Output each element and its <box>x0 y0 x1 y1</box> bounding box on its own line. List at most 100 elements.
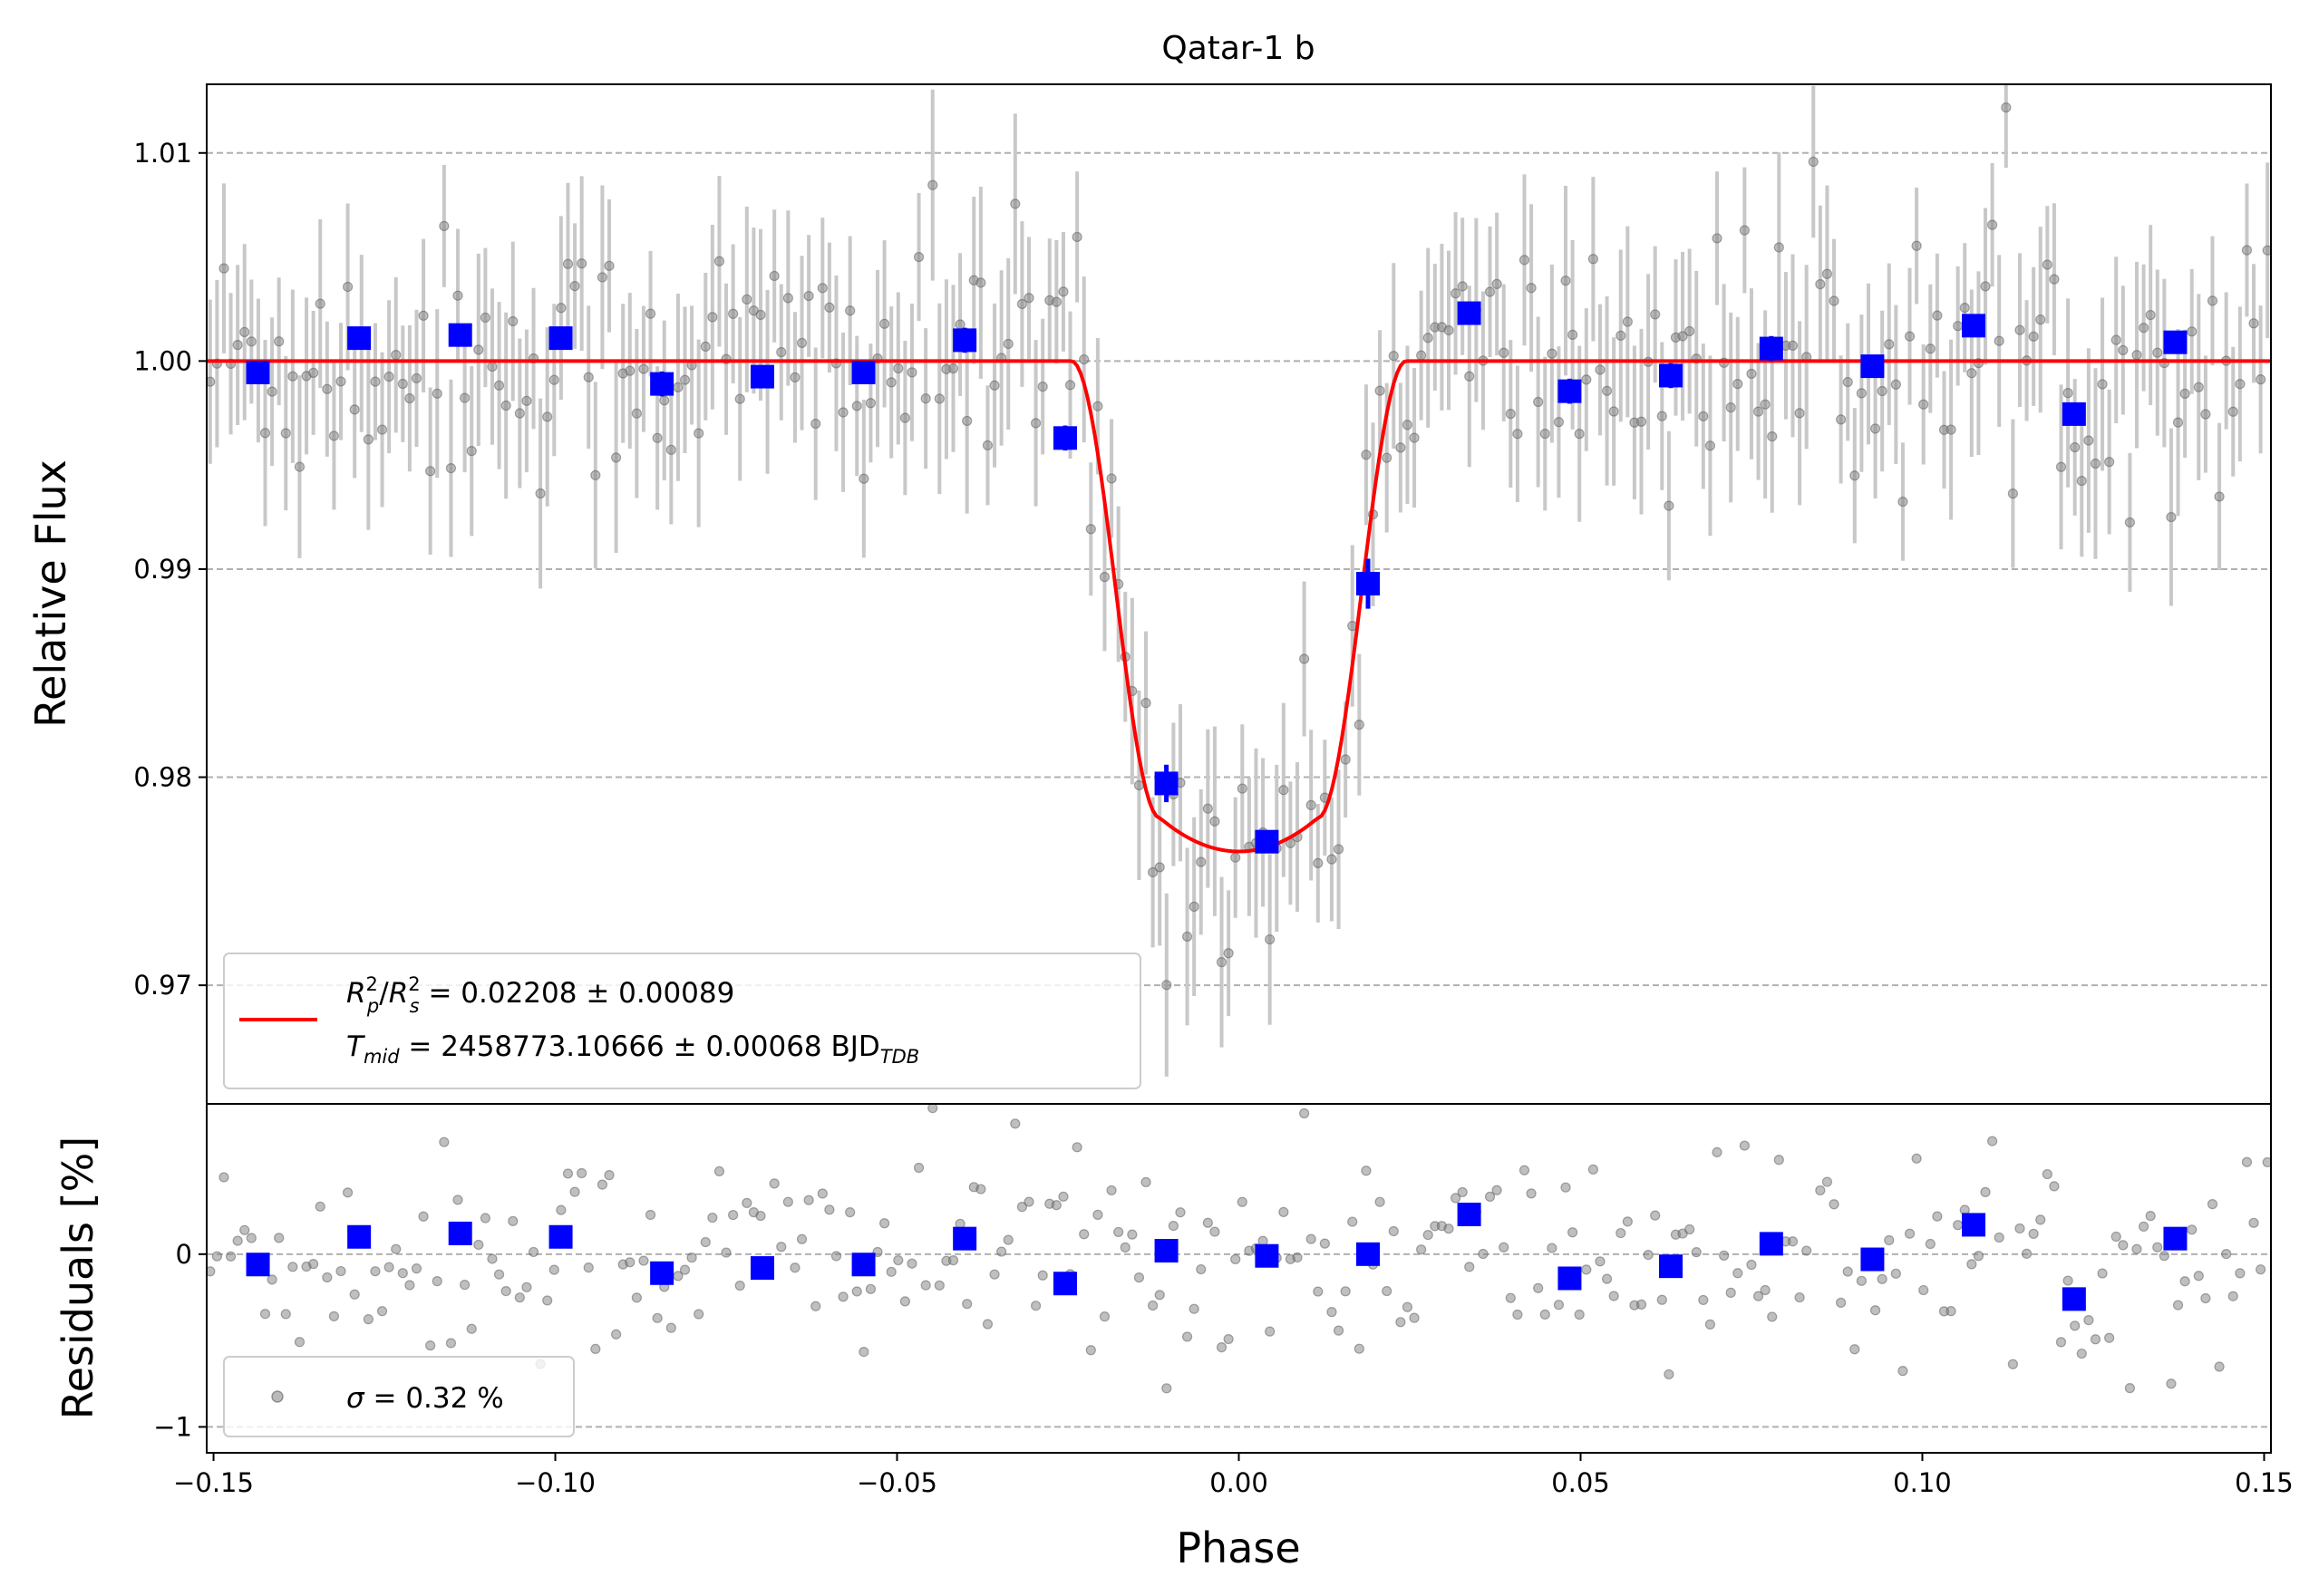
raw-residual-point <box>1340 1286 1351 1297</box>
raw-point <box>2200 409 2211 420</box>
raw-residual-point <box>782 1196 793 1207</box>
raw-residual-point <box>1539 1309 1550 1320</box>
raw-point <box>927 179 938 190</box>
raw-residual-point <box>1622 1216 1633 1227</box>
raw-residual-point <box>2159 1251 2169 1262</box>
raw-point <box>1581 374 1592 385</box>
raw-point <box>2179 388 2190 399</box>
raw-point <box>1656 411 1667 421</box>
raw-point <box>404 392 415 404</box>
raw-point <box>2035 314 2046 325</box>
raw-point <box>1595 364 1606 375</box>
raw-point <box>439 220 450 232</box>
raw-residual-point <box>611 1329 622 1340</box>
residual-y-tick-label: 0 <box>176 1239 192 1270</box>
raw-point <box>962 415 973 427</box>
raw-point <box>2049 274 2060 285</box>
raw-point <box>342 281 354 293</box>
raw-residual-point <box>742 1197 752 1208</box>
raw-residual-point <box>728 1209 739 1221</box>
main-y-tick-label: 1.00 <box>133 345 192 376</box>
raw-point <box>776 347 787 358</box>
raw-residual-point <box>1533 1282 1544 1293</box>
raw-residual-point <box>480 1213 490 1224</box>
raw-point <box>1677 331 1688 342</box>
raw-point <box>713 256 725 266</box>
raw-residual-point <box>577 1167 587 1179</box>
raw-residual-point <box>2241 1156 2253 1167</box>
raw-point <box>796 337 808 349</box>
raw-residual-point <box>239 1224 250 1235</box>
raw-point <box>308 367 319 379</box>
raw-point <box>1064 380 1076 391</box>
raw-residual-point <box>803 1195 814 1205</box>
raw-point <box>611 452 622 463</box>
raw-point <box>473 344 484 355</box>
raw-residual-point <box>1422 1229 1433 1241</box>
raw-residual-point <box>1966 1259 1977 1270</box>
raw-residual-point <box>2207 1199 2218 1210</box>
binned-point <box>1759 336 1783 361</box>
transit-model-line <box>207 359 2271 854</box>
binned-point <box>2062 401 2086 426</box>
raw-residual-point <box>383 1262 394 1272</box>
raw-point <box>879 318 890 329</box>
raw-point <box>1374 385 1385 396</box>
raw-residual-point <box>2070 1320 2081 1331</box>
binned-point <box>1962 314 1986 338</box>
raw-point <box>631 408 642 419</box>
raw-point <box>1024 293 1034 304</box>
raw-point <box>1202 803 1213 814</box>
raw-residual-point <box>493 1269 505 1280</box>
raw-residual-point <box>349 1289 360 1300</box>
raw-point <box>707 312 718 323</box>
raw-point <box>803 290 814 302</box>
raw-residual-point <box>1499 1242 1509 1253</box>
raw-residual-point <box>514 1292 525 1303</box>
raw-point <box>838 407 849 418</box>
raw-residual-point <box>1869 1305 1881 1316</box>
raw-residual-point <box>830 1251 842 1262</box>
raw-point <box>1787 340 1799 352</box>
binned-point <box>2163 330 2188 354</box>
raw-residual-point <box>1842 1266 1853 1277</box>
raw-point <box>782 293 793 304</box>
raw-point <box>1161 980 1172 991</box>
raw-residual-points <box>207 1104 2271 1394</box>
raw-point <box>645 308 656 319</box>
raw-residual-point <box>1491 1185 1502 1195</box>
binned-point <box>1860 354 1885 379</box>
raw-point <box>287 371 298 382</box>
raw-point <box>535 488 546 499</box>
raw-point <box>1499 347 1509 358</box>
binned-point <box>1255 829 1279 854</box>
raw-point <box>1877 385 1887 397</box>
raw-point <box>1305 799 1316 810</box>
raw-residual-point <box>947 1255 959 1266</box>
binned-point <box>448 323 472 347</box>
raw-residual-point <box>267 1274 277 1285</box>
raw-point <box>886 377 897 388</box>
raw-point <box>1133 779 1145 791</box>
raw-residual-point <box>1581 1264 1592 1275</box>
residual-y-tick-label: −1 <box>153 1411 192 1442</box>
raw-residual-point <box>638 1255 649 1266</box>
binned-residual-point <box>750 1256 774 1281</box>
raw-residual-point <box>1656 1294 1667 1305</box>
raw-point <box>2172 417 2184 428</box>
raw-point <box>1037 381 1048 392</box>
raw-residual-point <box>1877 1273 1887 1284</box>
raw-residual-point <box>1443 1224 1454 1234</box>
raw-point <box>1567 329 1578 340</box>
raw-point <box>899 412 910 423</box>
raw-point <box>1725 402 1736 413</box>
raw-residual-point <box>521 1282 532 1292</box>
raw-point <box>694 428 704 439</box>
raw-residual-point <box>1140 1176 1151 1188</box>
raw-residual-point <box>2035 1214 2046 1225</box>
raw-point <box>480 312 490 324</box>
raw-point <box>1512 429 1523 440</box>
raw-residual-point <box>274 1233 285 1243</box>
raw-residual-point <box>1725 1287 1736 1298</box>
raw-residual-point <box>1168 1220 1179 1232</box>
